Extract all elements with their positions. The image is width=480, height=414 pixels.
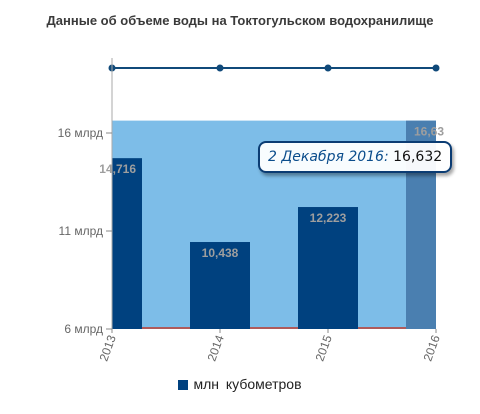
- x-tick-label-2014: 2014: [205, 333, 227, 363]
- tooltip-date: 2 Декабря 2016:: [268, 149, 389, 165]
- x-tick-label-2016: 2016: [421, 333, 443, 363]
- legend-label: млн кубометров: [193, 376, 302, 392]
- x-tick-label-2015: 2015: [313, 333, 335, 363]
- data-tooltip: 2 Декабря 2016: 16,632: [258, 141, 453, 173]
- bar-label-2013: 14,716: [99, 162, 136, 176]
- bar-2015[interactable]: [298, 207, 358, 329]
- legend[interactable]: млн кубометров: [0, 376, 480, 392]
- top-line-point-2015[interactable]: [324, 64, 332, 72]
- bar-label-2016: 16,63: [414, 125, 444, 139]
- tooltip-value: 16,632: [393, 149, 443, 165]
- bar-label-2014: 10,438: [202, 246, 239, 260]
- bar-label-2015: 12,223: [310, 211, 347, 225]
- chart-title: Данные об объеме воды на Токтогульском в…: [46, 13, 434, 28]
- bar-2013[interactable]: [112, 158, 142, 329]
- y-tick-label: 16 млрд: [58, 126, 103, 140]
- top-line-point-2016[interactable]: [432, 64, 440, 72]
- legend-swatch: [178, 380, 189, 390]
- top-line-point-2014[interactable]: [216, 64, 224, 72]
- y-tick-label: 6 млрд: [64, 322, 103, 336]
- y-tick-label: 11 млрд: [59, 224, 103, 238]
- bar-2014[interactable]: [190, 242, 250, 329]
- x-tick-label-2013: 2013: [97, 333, 119, 363]
